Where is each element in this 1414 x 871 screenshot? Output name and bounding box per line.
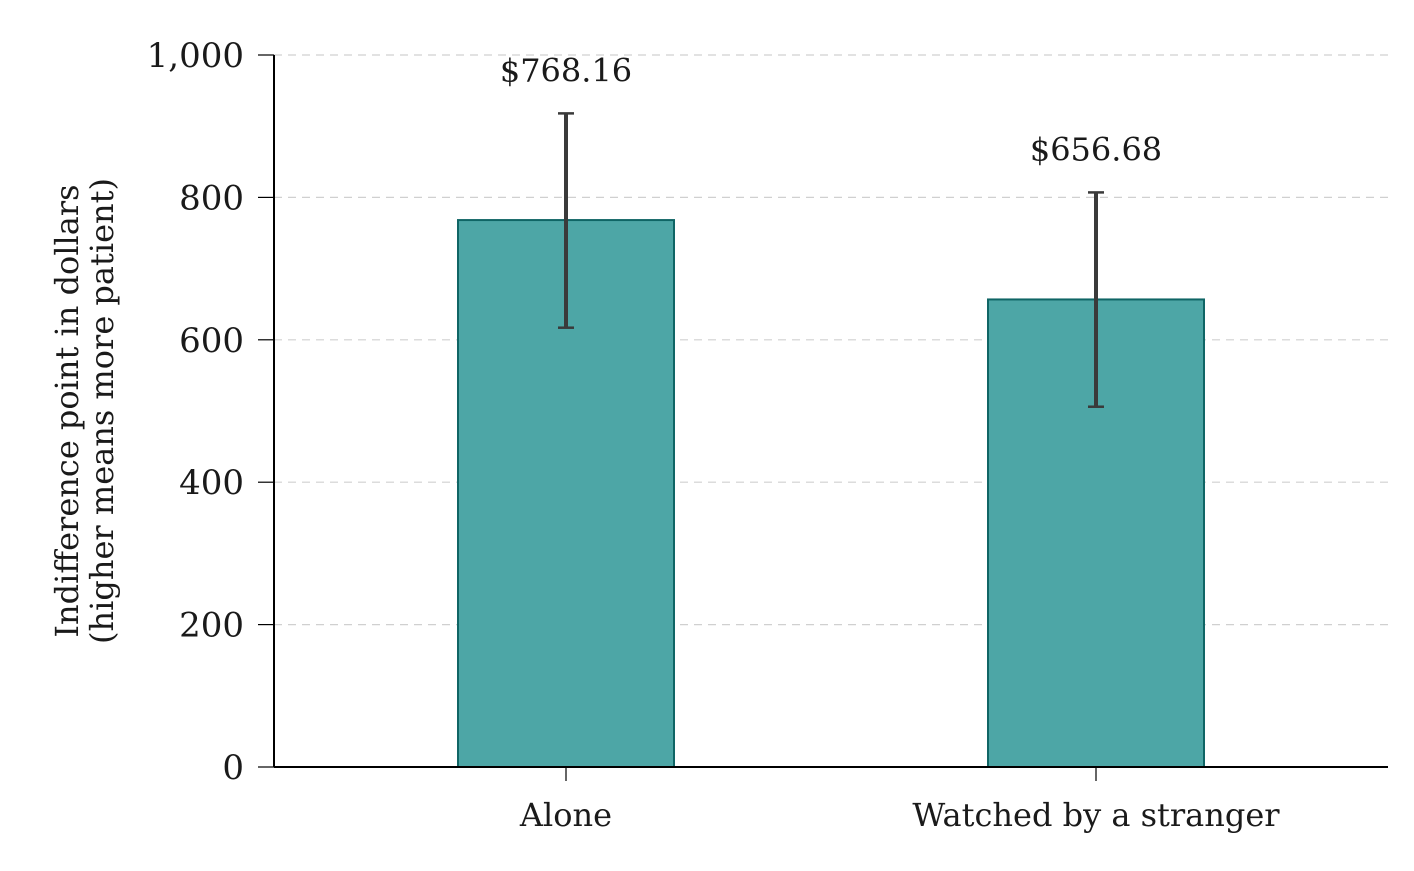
y-tick-label: 200 [179, 606, 244, 646]
error-bar-0 [558, 112, 574, 329]
data-labels: $768.16 $656.68 [500, 51, 1162, 168]
grid-lines [274, 54, 1388, 626]
y-axis-title: Indifference point in dollars (higher me… [48, 178, 121, 644]
bars [457, 219, 1205, 769]
error-bar-1 [1088, 191, 1104, 408]
y-tick-label: 400 [179, 463, 244, 503]
y-tick-label: 600 [179, 321, 244, 361]
x-tick-label: Alone [519, 796, 612, 834]
y-axis-title-line-1: Indifference point in dollars [48, 184, 86, 637]
x-ticks: Alone Watched by a stranger [519, 767, 1280, 834]
error-bars [558, 112, 1104, 408]
y-tick-label: 0 [222, 748, 244, 788]
data-label-1: $656.68 [1030, 130, 1162, 168]
y-axis-title-line-2: (higher means more patient) [83, 178, 121, 644]
y-ticks: 0 200 400 600 800 1,000 [147, 36, 274, 788]
data-label-0: $768.16 [500, 51, 632, 89]
y-tick-label: 800 [179, 178, 244, 218]
axes [273, 55, 1388, 768]
y-tick-label: 1,000 [147, 36, 244, 76]
x-tick-label: Watched by a stranger [912, 796, 1280, 834]
